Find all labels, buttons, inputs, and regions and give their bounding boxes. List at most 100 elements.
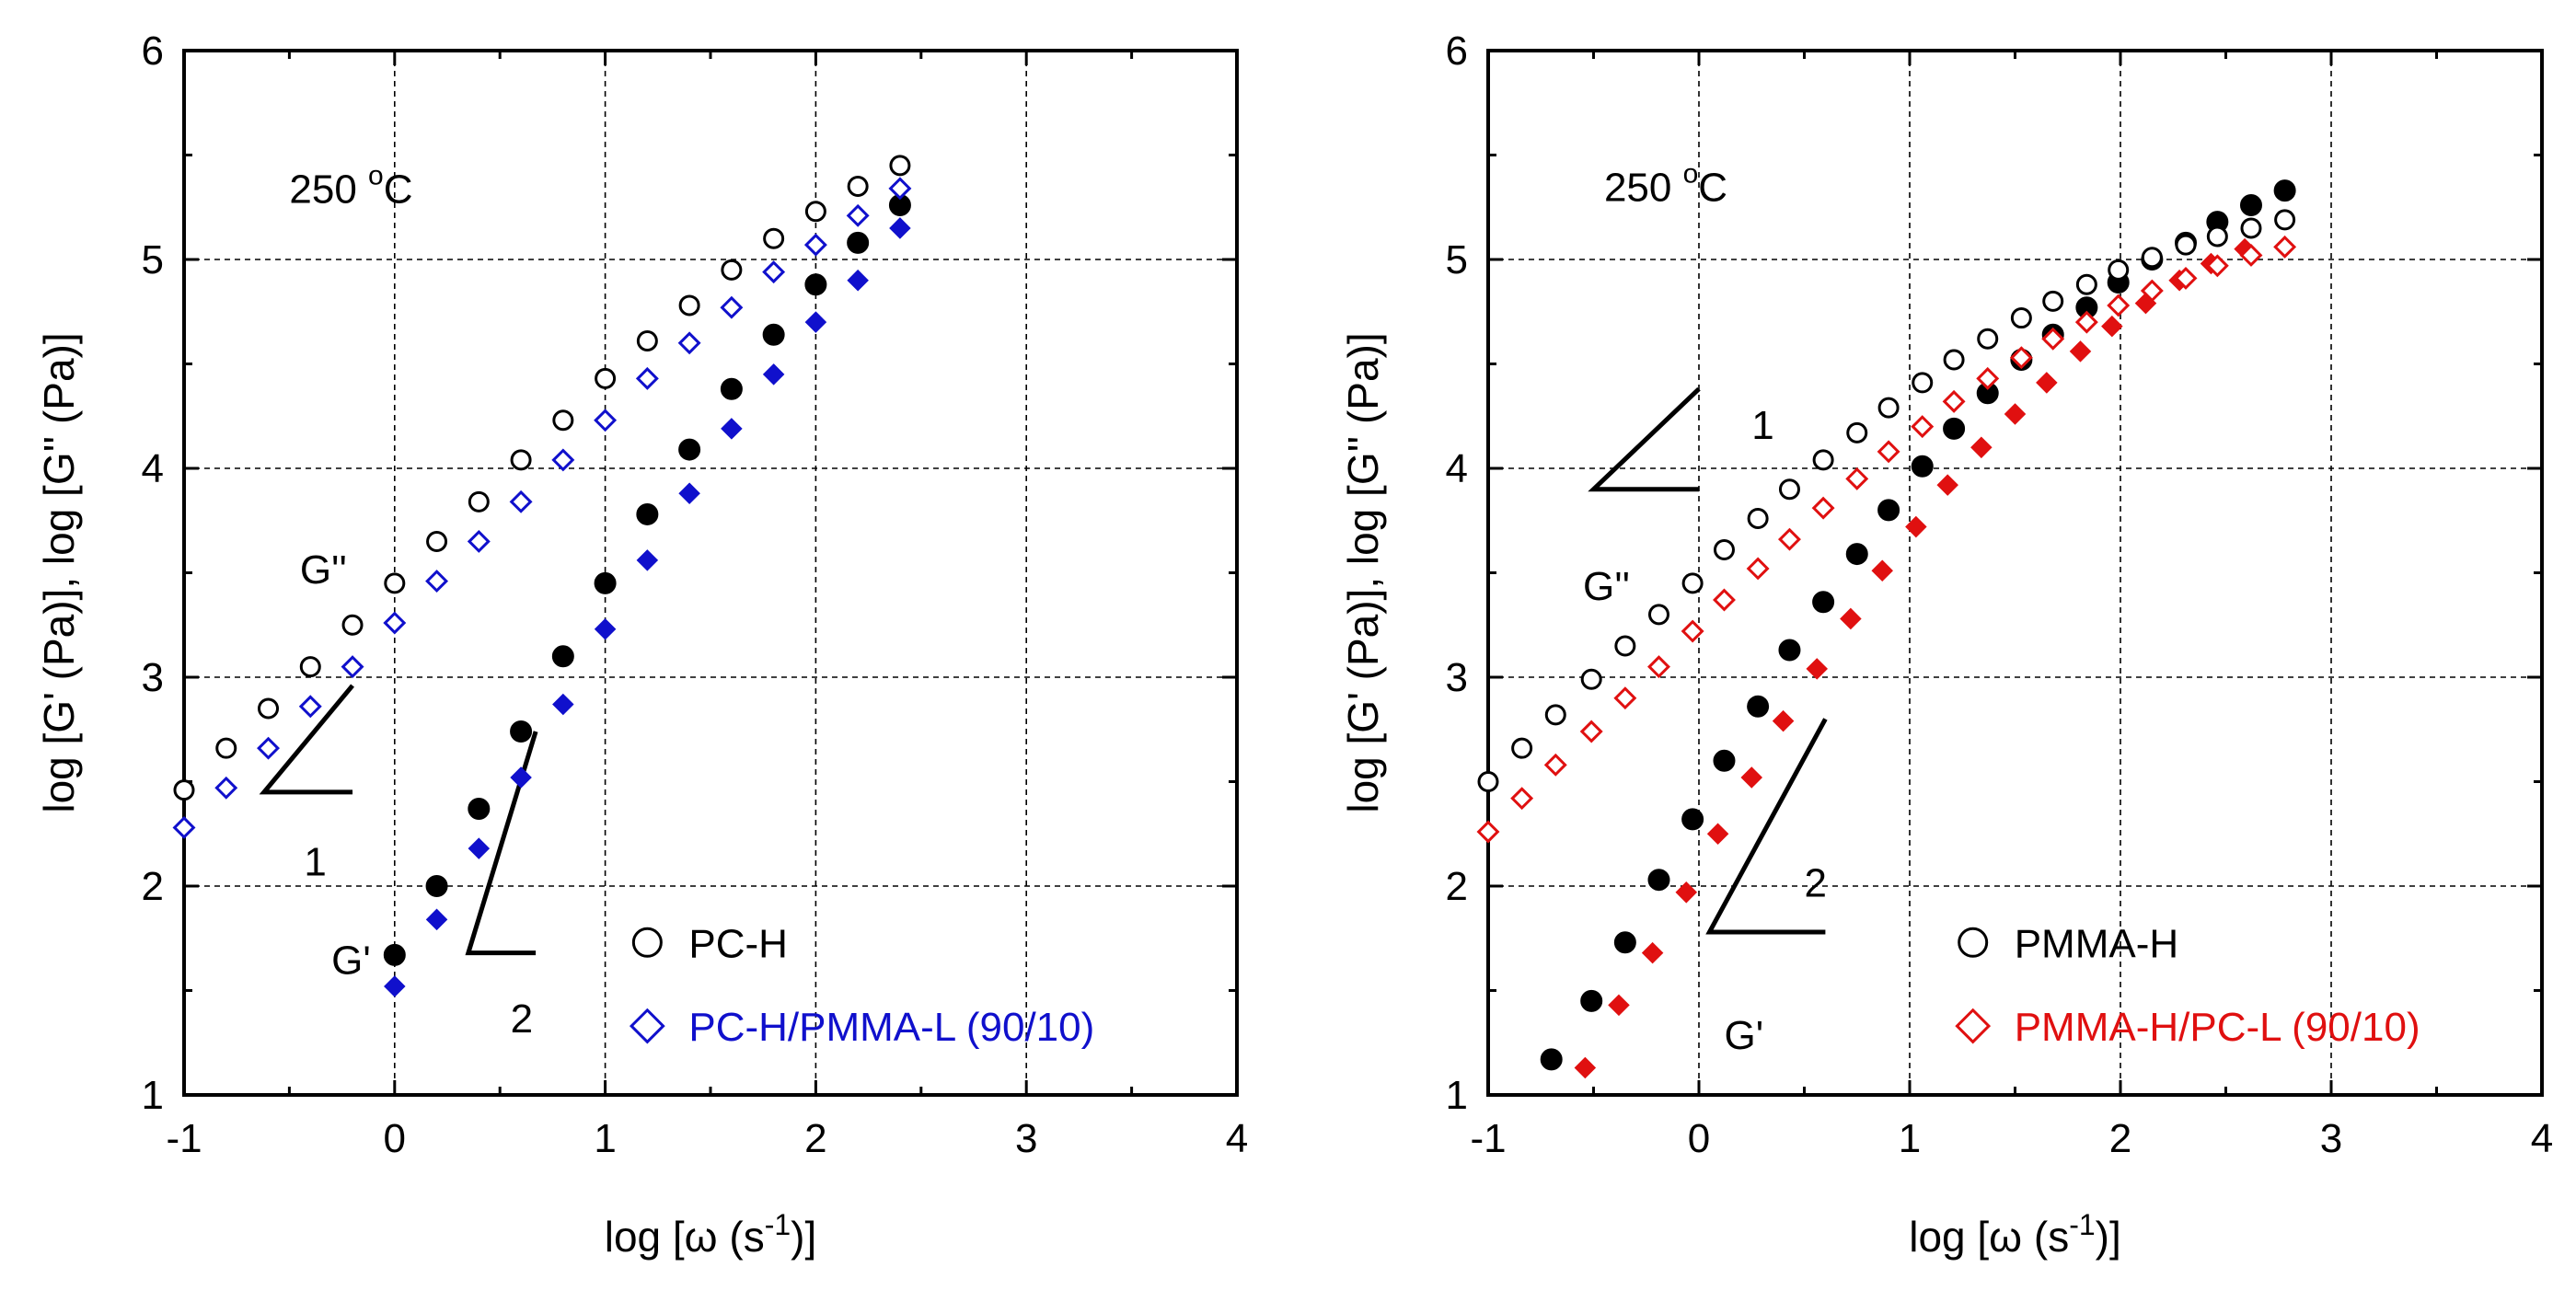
slope-triangle-1 [259, 684, 354, 795]
data-point [720, 377, 743, 400]
data-point [1811, 496, 1835, 520]
slope-1-label: 1 [304, 840, 326, 885]
temperature-label: 250 oC [1604, 158, 1727, 210]
data-point [1613, 686, 1637, 710]
legend-label: PMMA-H/PC-L (90/10) [2015, 1005, 2420, 1050]
y-tick-label: 3 [142, 655, 164, 700]
right-chart-panel: -1 0 1 2 3 4 1 2 3 4 5 6 log [ω (s-1)] log [G' (Pa)],… [1339, 29, 2553, 1261]
data-point [804, 201, 826, 223]
left-chart-panel: -1 0 1 2 3 4 1 2 3 4 5 6 log [ω (s-1)] log [G' (Pa)],… [35, 29, 1248, 1261]
y-tick-label: 4 [1446, 446, 1468, 491]
data-point [847, 231, 870, 254]
data-point [1777, 527, 1801, 551]
data-point [215, 737, 237, 759]
y-tick-label: 3 [1446, 655, 1468, 700]
data-point [426, 530, 448, 552]
g-prime-label: G' [331, 938, 371, 983]
data-point [1772, 709, 1795, 732]
data-point [341, 614, 364, 636]
data-point [1778, 639, 1801, 662]
data-point [1845, 543, 1868, 566]
data-point [1747, 507, 1769, 529]
data-point [2009, 346, 2033, 370]
data-point [1943, 417, 1966, 440]
data-point [2240, 217, 2262, 239]
data-point [636, 502, 659, 525]
data-point [594, 618, 617, 640]
data-point [510, 449, 532, 471]
data-point [846, 203, 870, 227]
legend-label: PC-H [688, 921, 788, 966]
data-point [341, 655, 364, 679]
data-point [172, 815, 196, 839]
data-point [1511, 737, 1533, 759]
data-point [2205, 254, 2229, 278]
data-point [468, 837, 491, 859]
data-point [2069, 340, 2092, 363]
data-point [1846, 421, 1868, 443]
data-point [1912, 372, 1934, 394]
x-tick-label: -1 [166, 1116, 202, 1161]
series-0 [1540, 179, 2296, 1071]
data-point [2175, 234, 2197, 256]
data-point [1877, 440, 1900, 464]
data-point [509, 490, 533, 513]
y-tick-label: 4 [142, 446, 164, 491]
data-point [257, 736, 280, 760]
data-point [1877, 499, 1900, 522]
y-tick-label: 5 [1446, 237, 1468, 282]
data-point [1746, 557, 1770, 581]
data-point [1713, 539, 1735, 561]
data-point [2140, 279, 2164, 303]
data-point [594, 409, 618, 432]
slope-2-label: 2 [1805, 860, 1827, 905]
data-point [383, 943, 406, 966]
data-point [2042, 290, 2064, 312]
data-point [1510, 787, 1534, 811]
slope-triangle-2 [465, 731, 538, 956]
x-tick-label: 2 [2109, 1116, 2131, 1161]
data-point [1613, 931, 1636, 954]
data-point [1614, 635, 1636, 657]
data-point [720, 295, 744, 319]
data-point [1540, 1048, 1563, 1071]
data-point [468, 798, 491, 821]
data-point [384, 572, 406, 594]
data-point [2075, 273, 2097, 295]
data-point [762, 363, 785, 386]
slope-1-label: 1 [1751, 403, 1773, 448]
data-point [1977, 328, 1999, 350]
temperature-label: 250 oC [289, 161, 412, 213]
slope-triangle-1 [1588, 386, 1701, 492]
x-tick-label: 0 [384, 1116, 406, 1161]
x-tick-label: 0 [1688, 1116, 1710, 1161]
data-point [889, 217, 911, 239]
data-point [552, 693, 574, 716]
data-point [1647, 869, 1670, 892]
data-point [1845, 466, 1869, 490]
x-tick-label: 3 [2320, 1116, 2342, 1161]
slope-triangle-2 [1705, 718, 1828, 935]
legend-marker [1955, 1008, 1992, 1044]
data-point [762, 323, 785, 346]
data-point [763, 227, 785, 249]
data-point [1675, 881, 1698, 904]
data-point [1970, 436, 1993, 459]
y-tick-label: 2 [1446, 864, 1468, 909]
legend-label: PMMA-H [2015, 921, 2178, 966]
series-0 [383, 193, 911, 966]
data-point [1713, 588, 1736, 612]
data-point [2273, 235, 2297, 259]
y-tick-label: 1 [1446, 1073, 1468, 1118]
data-point [594, 571, 617, 594]
legend-marker [631, 927, 663, 958]
data-point [299, 656, 321, 678]
data-point [595, 367, 617, 389]
data-point [2273, 179, 2296, 202]
legend: PC-H PC-H/PMMA-L (90/10) [629, 921, 1094, 1050]
data-point [804, 273, 827, 296]
series-1 [1477, 209, 2296, 792]
y-tick-label: 6 [142, 29, 164, 74]
data-point [1477, 771, 1499, 792]
data-point [1806, 658, 1829, 680]
